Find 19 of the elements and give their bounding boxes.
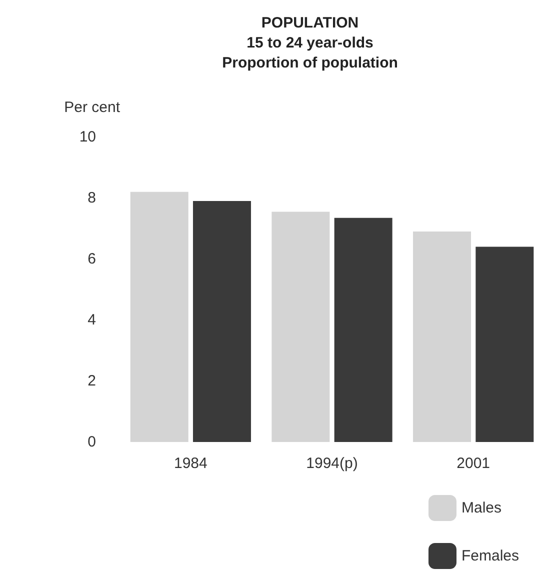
chart-title: POPULATION 15 to 24 year-olds Proportion of population (222, 14, 398, 72)
y-axis-title: Per cent (64, 99, 121, 116)
y-tick-label: 8 (88, 190, 96, 206)
y-tick-label: 6 (88, 250, 96, 268)
y-tick-label: 2 (88, 372, 96, 390)
bar (272, 212, 330, 442)
x-tick-label: 1984 (174, 455, 208, 472)
x-tick-label: 2001 (456, 455, 490, 472)
x-tick-label: 1994(p) (306, 455, 358, 472)
bar (476, 246, 534, 442)
legend-label: Females (461, 548, 520, 564)
bar (413, 232, 472, 442)
legend-label: Males (461, 500, 502, 516)
y-tick-label: 4 (88, 312, 96, 328)
y-tick-label: 0 (88, 434, 96, 450)
bar (334, 218, 392, 442)
bar (192, 201, 251, 442)
bar (130, 192, 188, 442)
y-tick-label: 10 (79, 128, 96, 146)
